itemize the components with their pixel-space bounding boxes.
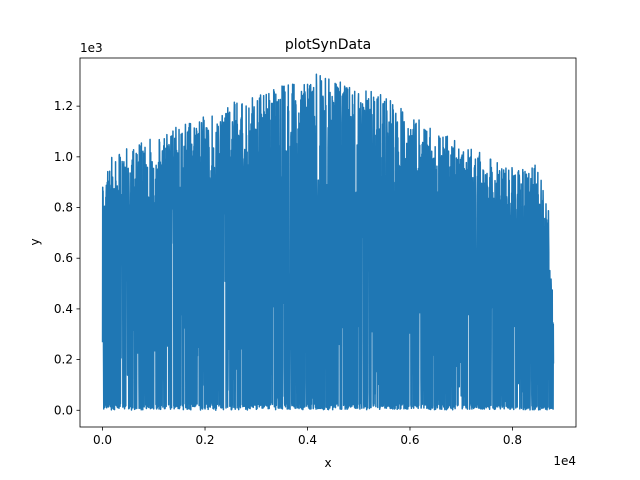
y-tick-label: 0.0	[54, 403, 73, 417]
x-tick-label: 0.0	[93, 433, 112, 447]
x-tick-label: 0.2	[195, 433, 214, 447]
y-tick-label: 0.4	[54, 302, 73, 316]
x-axis-label: x	[324, 456, 331, 470]
y-tick-label: 0.2	[54, 353, 73, 367]
y-tick-label: 0.6	[54, 251, 73, 265]
plot-area	[101, 73, 555, 411]
x-axis-multiplier: 1e4	[553, 454, 576, 468]
series-line	[101, 73, 555, 411]
axes: 0.0 0.2 0.4 0.6 0.8 0.0 0.2 0.4 0.6 0.8 1.0 1.2	[54, 57, 577, 447]
axes-frame	[79, 57, 577, 428]
y-axis-multiplier: 1e3	[80, 41, 103, 55]
x-tick-label: 0.4	[298, 433, 317, 447]
y-tick-label: 0.8	[54, 201, 73, 215]
chart-title: plotSynData	[285, 37, 371, 53]
y-axis-label: y	[28, 238, 42, 245]
y-tick-label: 1.2	[54, 99, 73, 113]
x-tick-label: 0.6	[400, 433, 419, 447]
y-tick-label: 1.0	[54, 150, 73, 164]
x-tick-label: 0.8	[503, 433, 522, 447]
